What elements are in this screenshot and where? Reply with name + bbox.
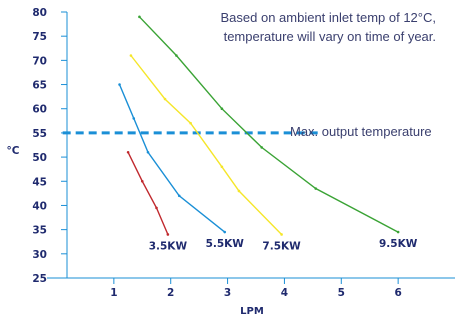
x-axis-title: LPM [240,306,264,317]
series-label-3.5kw: 3.5KW [149,240,188,252]
note-line-2: temperature will vary on time of year. [224,29,436,44]
x-tick-label: 1 [110,287,117,299]
series-point [155,206,158,210]
y-tick-label: 25 [32,273,47,285]
y-tick-label: 70 [32,55,47,67]
y-tick-label: 50 [32,152,47,164]
series-group [118,15,400,236]
series-point [146,150,150,154]
x-tick-label: 3 [224,287,231,299]
y-axis-ticks: 25 30 35 40 45 50 55 60 65 70 75 80 [32,7,67,285]
series-line-7.5kw [130,55,283,235]
axes [47,12,455,279]
series-label-9.5kw: 9.5KW [379,238,418,250]
y-tick-label: 30 [32,249,47,261]
x-tick-label: 5 [338,287,345,299]
series-point [220,165,224,169]
series-point [314,187,318,190]
series-label-7.5kw: 7.5KW [262,240,301,252]
series-point [177,194,181,198]
x-axis-ticks: 1 2 3 4 5 6 [110,278,402,299]
series-point [118,83,121,86]
series-point [166,233,170,236]
y-tick-label: 35 [32,225,47,237]
y-tick-label: 65 [32,80,47,92]
series-point [220,107,224,111]
series-point [175,54,178,57]
y-tick-label: 75 [32,31,47,43]
x-tick-label: 4 [281,287,288,299]
series-point [132,117,136,120]
y-axis-title: °C [7,145,20,157]
series-point [189,121,192,125]
x-tick-label: 2 [167,287,174,299]
series-point [237,189,241,193]
x-tick-label: 6 [394,287,401,299]
note-line-1: Based on ambient inlet temp of 12°C, [221,10,437,25]
series-point [260,146,263,149]
y-tick-label: 45 [32,176,47,188]
reference-line-label: Max. output temperature [290,124,432,139]
series-label-5.5kw: 5.5KW [206,238,245,250]
y-tick-label: 60 [32,104,47,116]
series-point [140,179,144,183]
y-tick-label: 80 [32,7,47,19]
series-labels: 3.5KW 5.5KW 7.5KW 9.5KW [149,238,418,252]
series-point [280,233,283,236]
series-line-3.5kw [127,151,169,235]
series-point [129,54,133,57]
series-point [163,97,167,101]
series-point [126,150,130,154]
series-point [223,230,227,234]
series-line-9.5kw [138,16,399,233]
y-tick-label: 55 [32,128,47,140]
series-point [396,230,400,234]
series-point [138,15,141,19]
y-tick-label: 40 [32,200,47,212]
